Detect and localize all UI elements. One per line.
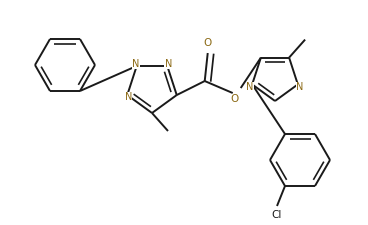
Text: N: N	[247, 82, 254, 92]
Text: N: N	[125, 92, 132, 102]
Text: N: N	[296, 82, 304, 92]
Text: N: N	[132, 59, 139, 69]
Text: O: O	[204, 38, 212, 48]
Text: O: O	[231, 94, 239, 104]
Text: N: N	[164, 59, 172, 69]
Text: Cl: Cl	[272, 210, 282, 220]
